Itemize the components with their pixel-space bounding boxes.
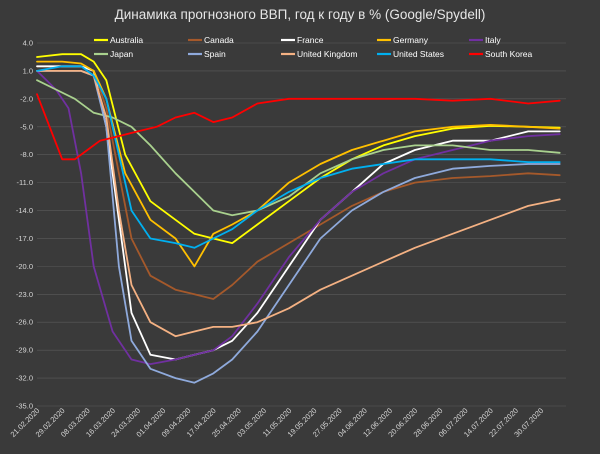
y-tick-label: 4.0	[23, 39, 33, 48]
y-tick-label: -11.0	[16, 178, 33, 187]
y-axis-ticks: 4.0 1.0 -2.0 -5.0 -8.0 -11.0 -14.0 -17.0 -20.0 -2…	[16, 39, 33, 411]
series-line-italy	[36, 70, 561, 366]
y-tick-label: -23.0	[16, 290, 33, 299]
legend-label: United States	[393, 49, 444, 59]
series-lines	[36, 53, 561, 384]
legend-label: Germany	[393, 35, 429, 45]
legend-label: South Korea	[485, 49, 533, 59]
series-line-australia	[36, 53, 561, 245]
gridlines	[37, 42, 566, 407]
legend-label: Japan	[110, 49, 133, 59]
series-line-united-states	[36, 65, 561, 249]
y-tick-label: -5.0	[20, 122, 33, 131]
series-line-united-kingdom	[36, 70, 561, 338]
legend-label: Canada	[204, 35, 234, 45]
series-line-japan	[36, 79, 561, 217]
legend: Australia Canada France Germany Italy Japan Sp…	[94, 35, 533, 59]
series-line-canada	[36, 65, 561, 300]
series-line-germany	[36, 60, 561, 268]
y-tick-label: -14.0	[16, 206, 33, 215]
series-line-south-korea	[36, 93, 561, 161]
y-tick-label: -8.0	[20, 150, 33, 159]
legend-label: France	[297, 35, 324, 45]
y-tick-label: -17.0	[16, 234, 33, 243]
y-tick-label: -35.0	[16, 402, 33, 411]
legend-label: Italy	[485, 35, 501, 45]
x-axis-ticks: 21.02.202029.02.202008.03.202016.03.2020…	[9, 406, 546, 439]
y-tick-label: -2.0	[20, 94, 33, 103]
legend-label: Australia	[110, 35, 143, 45]
y-tick-label: -32.0	[16, 374, 33, 383]
y-tick-label: 1.0	[23, 66, 33, 75]
series-line-france	[36, 65, 561, 361]
chart-title: Динамика прогнозного ВВП, год к году в %…	[115, 7, 486, 22]
series-line-spain	[36, 70, 561, 384]
legend-label: Spain	[204, 49, 226, 59]
legend-label: United Kingdom	[297, 49, 357, 59]
y-tick-label: -20.0	[16, 262, 33, 271]
y-tick-label: -29.0	[16, 346, 33, 355]
y-tick-label: -26.0	[16, 318, 33, 327]
